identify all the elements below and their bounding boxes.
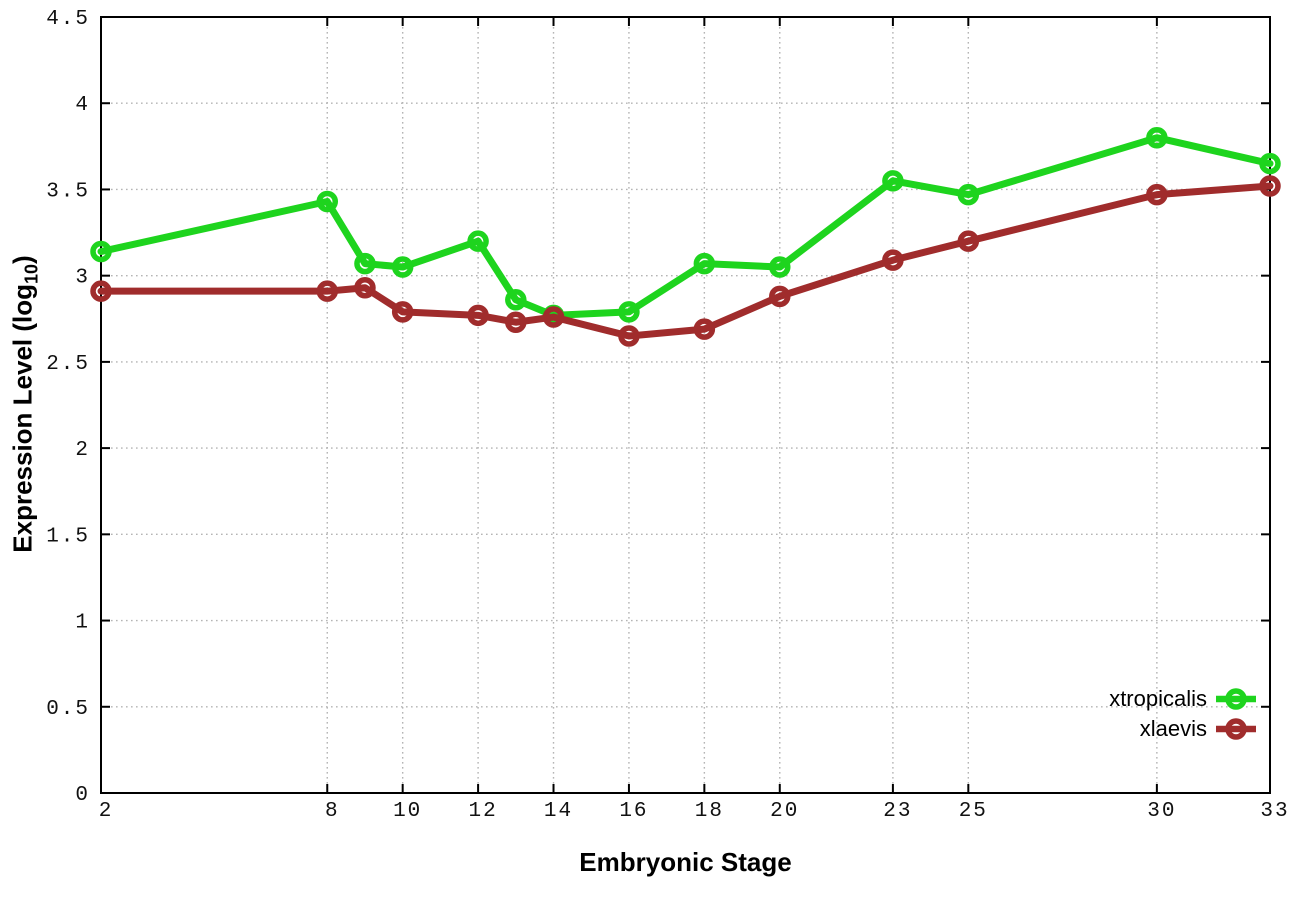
y-tick-label: 3.5 bbox=[46, 180, 90, 203]
data-point-marker-xlaevis bbox=[391, 301, 414, 323]
series-xtropicalis bbox=[90, 126, 1281, 327]
data-point-marker-xtropicalis bbox=[769, 256, 791, 278]
x-tick-label: 25 bbox=[959, 800, 988, 823]
data-point-marker-xtropicalis bbox=[467, 230, 489, 252]
data-point-marker-xlaevis bbox=[693, 318, 716, 340]
y-tick-label: 4 bbox=[75, 94, 90, 117]
data-point-marker-xtropicalis bbox=[693, 252, 716, 275]
legend-label-xtropicalis: xtropicalis bbox=[1109, 686, 1207, 711]
x-axis-title: Embryonic Stage bbox=[579, 847, 792, 877]
data-point-marker-xlaevis bbox=[769, 285, 791, 308]
x-tick-label: 14 bbox=[544, 800, 573, 823]
data-point-marker-xtropicalis bbox=[882, 170, 904, 192]
y-tick-label: 3 bbox=[75, 267, 90, 290]
data-point-marker-xlaevis bbox=[1146, 183, 1168, 206]
series-xlaevis bbox=[90, 175, 1281, 347]
x-tick-label: 8 bbox=[325, 800, 340, 823]
y-tick-label: 4.5 bbox=[46, 8, 90, 31]
data-point-marker-xtropicalis bbox=[505, 289, 527, 311]
data-point-marker-xlaevis bbox=[542, 306, 565, 328]
x-tick-label: 2 bbox=[99, 800, 114, 823]
x-tick-label: 16 bbox=[619, 800, 648, 823]
data-point-marker-xlaevis bbox=[957, 230, 980, 252]
y-tick-label: 1.5 bbox=[46, 525, 90, 548]
data-point-marker-xlaevis bbox=[467, 304, 489, 327]
x-tick-label: 23 bbox=[883, 800, 912, 823]
y-axis-title-main: Expression Level (log bbox=[7, 283, 38, 553]
data-point-marker-xlaevis bbox=[316, 280, 339, 302]
data-point-marker-xtropicalis bbox=[618, 301, 640, 323]
y-tick-label: 2.5 bbox=[46, 353, 90, 376]
data-point-marker-xtropicalis bbox=[90, 240, 112, 263]
y-tick-label: 2 bbox=[75, 439, 90, 462]
x-tick-label: 12 bbox=[468, 800, 497, 823]
x-tick-label: 18 bbox=[695, 800, 724, 823]
legend-item-xlaevis: xlaevis bbox=[1109, 714, 1257, 744]
series-line-xlaevis bbox=[97, 182, 1274, 340]
data-point-marker-xlaevis bbox=[90, 280, 112, 302]
data-point-marker-xtropicalis bbox=[1146, 126, 1168, 149]
data-point-marker-xtropicalis bbox=[1259, 152, 1281, 175]
data-point-marker-xtropicalis bbox=[354, 252, 376, 275]
data-point-marker-xlaevis bbox=[505, 311, 527, 333]
data-point-marker-xlaevis bbox=[354, 276, 376, 299]
data-point-marker-xlaevis bbox=[1259, 175, 1281, 197]
y-tick-label: 0.5 bbox=[46, 698, 90, 721]
y-axis-title-close: ) bbox=[7, 255, 38, 264]
legend: xtropicalis xlaevis bbox=[1109, 684, 1257, 744]
plot-border bbox=[100, 16, 1271, 794]
y-axis-title: Expression Level (log10) bbox=[7, 255, 42, 552]
y-tick-label: 1 bbox=[75, 612, 90, 635]
y-tick-label: 0 bbox=[75, 784, 90, 807]
data-point-marker-xtropicalis bbox=[316, 190, 339, 213]
y-axis-title-subscript: 10 bbox=[21, 263, 42, 284]
data-point-marker-xlaevis bbox=[882, 249, 904, 271]
x-tick-label: 30 bbox=[1147, 800, 1176, 823]
legend-label-xlaevis: xlaevis bbox=[1139, 716, 1207, 741]
x-tick-label: 10 bbox=[393, 800, 422, 823]
x-tick-label: 33 bbox=[1260, 800, 1289, 823]
legend-sample-line-circle-icon bbox=[1216, 688, 1256, 710]
legend-item-xtropicalis: xtropicalis bbox=[1109, 684, 1257, 714]
x-tick-label: 20 bbox=[770, 800, 799, 823]
data-point-marker-xlaevis bbox=[618, 325, 640, 347]
legend-sample-line-circle-icon bbox=[1216, 718, 1256, 740]
data-point-marker-xtropicalis bbox=[391, 256, 414, 278]
data-point-marker-xtropicalis bbox=[957, 183, 980, 206]
